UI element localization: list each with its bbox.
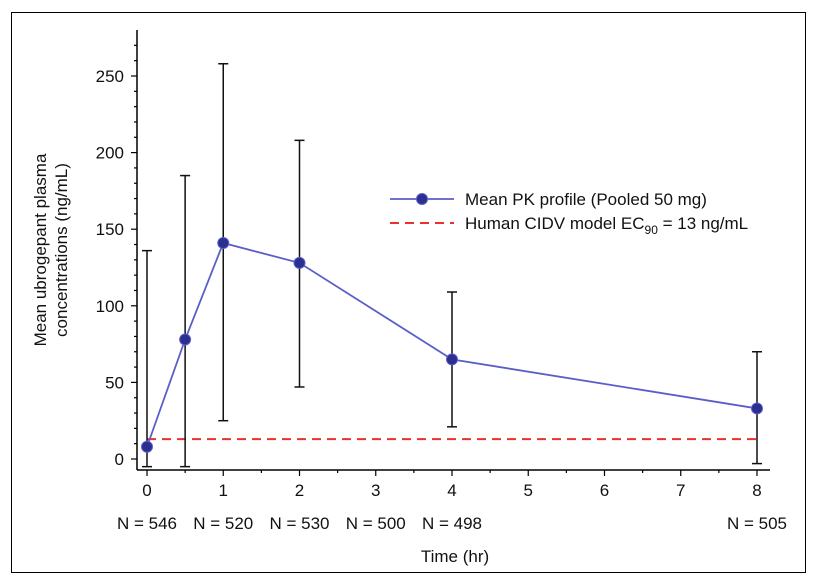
data-point <box>217 236 230 249</box>
y-tick-label: 150 <box>96 220 124 239</box>
y-axis-title-line1: Mean ubrogepant plasma <box>31 153 50 346</box>
y-axis-ticks: 0 50 100 150 200 250 <box>96 44 137 469</box>
y-axis-title-line2: concentrations (ng/mL) <box>52 163 71 337</box>
data-point <box>141 440 153 453</box>
legend: Mean PK profile (Pooled 50 mg) Human CID… <box>390 190 748 237</box>
data-point <box>179 333 192 346</box>
x-tick-label: 7 <box>676 481 685 500</box>
x-tick-label: 6 <box>600 481 609 500</box>
data-point <box>293 256 306 269</box>
n-label: N = 498 <box>422 514 482 533</box>
x-axis-ticks: 0 1 2 3 4 5 6 7 8 <box>142 470 762 500</box>
chart-frame <box>11 12 806 573</box>
legend-series-label: Mean PK profile (Pooled 50 mg) <box>465 190 707 209</box>
n-label: N = 520 <box>193 514 253 533</box>
x-tick-label: 3 <box>371 481 380 500</box>
x-tick-label: 8 <box>752 481 761 500</box>
sample-size-labels: N = 546 N = 520 N = 530 N = 500 N = 498 N = 5… <box>117 514 787 533</box>
y-tick-label: 50 <box>105 373 124 392</box>
n-label: N = 546 <box>117 514 177 533</box>
x-tick-label: 1 <box>219 481 228 500</box>
y-tick-label: 200 <box>96 144 124 163</box>
mean-pk-series-line <box>146 241 758 448</box>
y-tick-label: 250 <box>96 67 124 86</box>
legend-series-marker <box>416 193 428 205</box>
x-tick-label: 0 <box>142 481 151 500</box>
data-point <box>446 353 458 366</box>
x-tick-label: 5 <box>524 481 533 500</box>
error-bars <box>142 62 762 468</box>
n-label: N = 500 <box>346 514 406 533</box>
data-point <box>751 402 763 415</box>
legend-reference-label: Human CIDV model EC90 = 13 ng/mL <box>465 214 748 237</box>
n-label: N = 505 <box>727 514 787 533</box>
y-tick-label: 100 <box>96 297 124 316</box>
mean-pk-points <box>141 236 763 453</box>
n-label: N = 530 <box>269 514 329 533</box>
x-tick-label: 4 <box>447 481 456 500</box>
y-tick-label: 0 <box>115 450 124 469</box>
x-axis-title: Time (hr) <box>421 547 489 566</box>
x-tick-label: 2 <box>295 481 304 500</box>
